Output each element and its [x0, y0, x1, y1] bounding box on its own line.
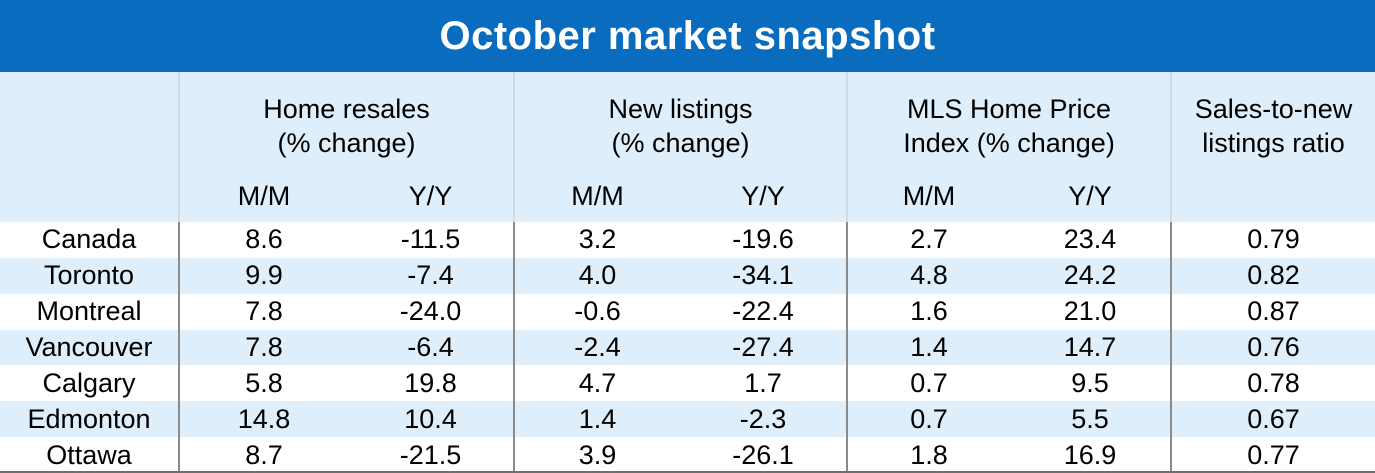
cell-home-resales-yy: -6.4: [348, 329, 515, 366]
cell-mls-hpi-mm: 0.7: [910, 403, 948, 434]
subheader-yy: Y/Y: [1010, 170, 1172, 222]
cell-mls-hpi-mm: 2.7: [910, 224, 948, 255]
cell-new-listings-yy: -22.4: [680, 293, 848, 330]
cell-mls-hpi-yy: 9.5: [1010, 365, 1172, 402]
cell-new-listings-yy: -26.1: [680, 437, 848, 471]
cell-home-resales-yy: -24.0: [348, 293, 515, 330]
row-city-label: Edmonton: [0, 401, 180, 438]
cell-home-resales-yy: -7.4: [348, 257, 515, 294]
table-row: Ottawa 8.7 -21.5 3.9 -26.1 1.8 16.9 0.77: [0, 437, 1375, 471]
cell-sales-to-new-ratio: 0.67: [1247, 403, 1300, 434]
row-city-label: Ottawa: [0, 437, 180, 471]
cell-home-resales-mm: 8.6: [245, 224, 283, 255]
cell-sales-to-new-ratio: 0.76: [1247, 332, 1300, 362]
row-city-label: Calgary: [0, 365, 180, 402]
cell-mls-hpi-yy: 21.0: [1010, 293, 1172, 330]
row-city-label: Canada: [0, 222, 180, 258]
cell-mls-hpi-mm: 1.8: [910, 439, 948, 470]
cell-home-resales-mm: 14.8: [237, 403, 291, 434]
table-row: Canada 8.6 -11.5 3.2 -19.6 2.7 23.4 0.79: [0, 222, 1375, 258]
cell-home-resales-yy: -21.5: [348, 437, 515, 471]
column-group-mls-hpi: MLS Home Price Index (% change): [848, 72, 1172, 170]
column-group-row: Home resales (% change) New listings (% …: [0, 72, 1375, 170]
table-row: Toronto 9.9 -7.4 4.0 -34.1 4.8 24.2 0.82: [0, 257, 1375, 294]
cell-new-listings-mm: 1.4: [578, 403, 617, 434]
group-label-line: Sales-to-new: [1194, 94, 1353, 124]
subheader-mm: M/M: [902, 180, 956, 211]
page-title: October market snapshot: [439, 13, 936, 58]
cell-new-listings-yy: 1.7: [680, 365, 848, 402]
cell-mls-hpi-mm: 0.7: [910, 367, 948, 398]
cell-sales-to-new-ratio: 0.82: [1247, 260, 1300, 291]
group-label-line: (% change): [611, 128, 750, 158]
cell-new-listings-mm: 3.9: [578, 439, 617, 470]
cell-home-resales-mm: 7.8: [245, 296, 283, 327]
table-row: Vancouver 7.8 -6.4 -2.4 -27.4 1.4 14.7 0…: [0, 329, 1375, 366]
table-row: Montreal 7.8 -24.0 -0.6 -22.4 1.6 21.0 0…: [0, 293, 1375, 330]
cell-home-resales-mm: 5.8: [245, 367, 283, 398]
cell-home-resales-yy: 19.8: [348, 365, 515, 402]
row-city-label: Vancouver: [0, 329, 180, 366]
cell-new-listings-yy: -34.1: [680, 257, 848, 294]
cell-mls-hpi-mm: 4.8: [910, 260, 948, 291]
cell-mls-hpi-mm: 1.6: [910, 296, 948, 327]
table-header: Home resales (% change) New listings (% …: [0, 72, 1375, 222]
cell-home-resales-mm: 9.9: [245, 260, 283, 291]
subheader-row: M/M Y/Y M/M Y/Y M/M Y/Y: [0, 170, 1375, 222]
cell-new-listings-yy: -27.4: [680, 329, 848, 366]
cell-new-listings-mm: -0.6: [574, 296, 621, 327]
group-label-line: New listings: [608, 94, 753, 124]
cell-sales-to-new-ratio: 0.77: [1247, 439, 1300, 470]
cell-sales-to-new-ratio: 0.79: [1247, 224, 1300, 255]
table-row: Calgary 5.8 19.8 4.7 1.7 0.7 9.5 0.78: [0, 365, 1375, 402]
group-label-line: Index (% change): [903, 128, 1115, 158]
cell-sales-to-new-ratio: 0.78: [1247, 367, 1300, 398]
cell-mls-hpi-yy: 24.2: [1010, 257, 1172, 294]
table-body: Canada 8.6 -11.5 3.2 -19.6 2.7 23.4 0.79…: [0, 222, 1375, 471]
cell-mls-hpi-yy: 23.4: [1010, 222, 1172, 258]
cell-home-resales-mm: 7.8: [245, 332, 283, 362]
cell-home-resales-mm: 8.7: [245, 439, 283, 470]
cell-mls-hpi-yy: 14.7: [1010, 329, 1172, 366]
cell-home-resales-yy: -11.5: [348, 222, 515, 258]
cell-new-listings-mm: 3.2: [578, 224, 617, 255]
cell-new-listings-yy: -2.3: [680, 401, 848, 438]
cell-mls-hpi-mm: 1.4: [910, 332, 948, 362]
subheader-yy: Y/Y: [348, 170, 515, 222]
title-bar: October market snapshot: [0, 0, 1375, 72]
group-label-line: Home resales: [263, 94, 430, 124]
cell-mls-hpi-yy: 16.9: [1010, 437, 1172, 471]
row-header-spacer: [0, 72, 180, 170]
cell-home-resales-yy: 10.4: [348, 401, 515, 438]
cell-new-listings-mm: -2.4: [574, 332, 621, 362]
cell-new-listings-yy: -19.6: [680, 222, 848, 258]
subheader-mm: M/M: [237, 180, 291, 211]
column-group-sales-to-new-ratio: Sales-to-new listings ratio: [1172, 72, 1375, 170]
table-row: Edmonton 14.8 10.4 1.4 -2.3 0.7 5.5 0.67: [0, 401, 1375, 438]
subheader-spacer: [0, 170, 180, 222]
subheader-yy: Y/Y: [680, 170, 848, 222]
group-label-line: MLS Home Price: [906, 94, 1112, 124]
cell-mls-hpi-yy: 5.5: [1010, 401, 1172, 438]
row-city-label: Toronto: [0, 257, 180, 294]
group-label-line: (% change): [277, 128, 416, 158]
column-group-new-listings: New listings (% change): [515, 72, 848, 170]
cell-new-listings-mm: 4.7: [578, 367, 617, 398]
row-city-label: Montreal: [0, 293, 180, 330]
subheader-spacer: [1172, 170, 1375, 222]
subheader-mm: M/M: [571, 180, 624, 211]
group-label-line: listings ratio: [1202, 128, 1345, 158]
cell-new-listings-mm: 4.0: [578, 260, 617, 291]
cell-sales-to-new-ratio: 0.87: [1247, 296, 1300, 327]
column-group-home-resales: Home resales (% change): [180, 72, 515, 170]
